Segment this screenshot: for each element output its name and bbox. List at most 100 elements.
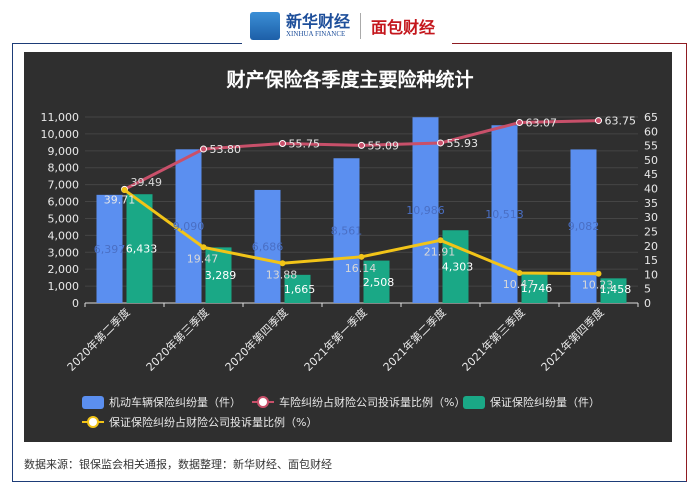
line-point bbox=[595, 270, 602, 277]
bar bbox=[491, 125, 518, 303]
y-right-tick-label: 15 bbox=[644, 254, 658, 267]
line-data-label: 19.47 bbox=[187, 252, 219, 265]
line-data-label: 10.47 bbox=[503, 278, 535, 291]
line-data-label: 55.75 bbox=[289, 137, 321, 150]
bar bbox=[126, 194, 153, 303]
line-data-label: 63.07 bbox=[526, 117, 558, 130]
x-tick-label: 2021年第三季度 bbox=[459, 305, 528, 374]
bar bbox=[412, 117, 439, 303]
line-point bbox=[437, 139, 444, 147]
y-right-tick-label: 20 bbox=[644, 240, 658, 253]
legend-label: 保证保险纠纷量（件） bbox=[490, 395, 600, 409]
y-left-tick-label: 11,000 bbox=[41, 111, 80, 124]
bar-data-label: 9,082 bbox=[568, 220, 600, 233]
line-point bbox=[358, 141, 365, 149]
line-data-label: 21.91 bbox=[424, 245, 456, 258]
bar bbox=[570, 149, 597, 303]
line-point bbox=[358, 253, 365, 260]
y-right-tick-label: 40 bbox=[644, 183, 658, 196]
legend-label: 保证保险纠纷占财险公司投诉量比例（%） bbox=[109, 415, 317, 429]
x-tick-label: 2021年第二季度 bbox=[380, 305, 449, 374]
line-data-label: 16.14 bbox=[345, 262, 377, 275]
bar-data-label: 10,513 bbox=[485, 208, 524, 221]
legend-swatch bbox=[463, 396, 485, 409]
y-right-tick-label: 45 bbox=[644, 168, 658, 181]
x-tick-label: 2021年第四季度 bbox=[538, 305, 607, 374]
bar-data-label: 6,397 bbox=[94, 243, 126, 256]
bar-data-label: 1,458 bbox=[600, 283, 632, 296]
bar bbox=[284, 274, 311, 303]
bar-data-label: 9,090 bbox=[173, 220, 205, 233]
y-left-tick-label: 5,000 bbox=[48, 212, 80, 225]
y-right-tick-label: 25 bbox=[644, 225, 658, 238]
y-left-tick-label: 3,000 bbox=[48, 246, 80, 259]
y-left-tick-label: 6,000 bbox=[48, 196, 80, 209]
line-data-label: 39.49 bbox=[131, 176, 163, 189]
frame-line bbox=[452, 43, 686, 44]
x-tick-label: 2020年第三季度 bbox=[143, 305, 212, 374]
line-point bbox=[516, 270, 523, 277]
line-point bbox=[595, 117, 602, 125]
bar-data-label: 6,686 bbox=[252, 240, 284, 253]
x-tick-label: 2020年第四季度 bbox=[222, 305, 291, 374]
line-data-label: 10.23 bbox=[582, 279, 614, 292]
legend-marker bbox=[257, 396, 269, 408]
line-point bbox=[200, 244, 207, 251]
y-right-tick-label: 55 bbox=[644, 140, 658, 153]
x-tick-label: 2020年第二季度 bbox=[64, 305, 133, 374]
y-left-tick-label: 8,000 bbox=[48, 162, 80, 175]
logo-text-2: 面包财经 bbox=[371, 18, 436, 37]
bar bbox=[205, 247, 232, 303]
line-point bbox=[437, 237, 444, 244]
bar-data-label: 2,508 bbox=[363, 276, 395, 289]
x-tick-label: 2021年第一季度 bbox=[301, 305, 370, 374]
line-data-label: 13.88 bbox=[266, 268, 298, 281]
bar-data-label: 8,561 bbox=[331, 225, 363, 238]
y-left-tick-label: 9,000 bbox=[48, 145, 80, 158]
frame-line bbox=[12, 43, 242, 44]
line-point bbox=[121, 186, 128, 193]
line-point bbox=[200, 145, 207, 153]
bar bbox=[254, 189, 281, 303]
bar bbox=[175, 149, 202, 303]
logo-text-en: XINHUA FINANCE bbox=[286, 30, 346, 38]
bar bbox=[333, 158, 360, 303]
y-left-tick-label: 1,000 bbox=[48, 280, 80, 293]
y-right-tick-label: 10 bbox=[644, 268, 658, 281]
y-left-tick-label: 7,000 bbox=[48, 179, 80, 192]
line-data-label: 53.80 bbox=[210, 143, 242, 156]
bar-data-label: 10,986 bbox=[406, 204, 445, 217]
y-left-tick-label: 4,000 bbox=[48, 229, 80, 242]
line-data-label: 63.75 bbox=[605, 115, 637, 128]
y-right-tick-label: 30 bbox=[644, 211, 658, 224]
chart-title: 财产保险各季度主要险种统计 bbox=[226, 68, 473, 91]
y-right-tick-label: 0 bbox=[644, 297, 651, 310]
bar bbox=[96, 194, 123, 303]
y-right-tick-label: 50 bbox=[644, 154, 658, 167]
divider bbox=[360, 13, 362, 39]
legend-label: 机动车辆保险纠纷量（件） bbox=[109, 395, 241, 409]
bar-data-label: 3,289 bbox=[205, 269, 237, 282]
y-right-tick-label: 5 bbox=[644, 283, 651, 296]
y-right-tick-label: 60 bbox=[644, 125, 658, 138]
y-left-tick-label: 0 bbox=[72, 297, 79, 310]
legend-label: 车险纠纷占财险公司投诉量比例（%） bbox=[279, 395, 465, 409]
logo: 新华财经 XINHUA FINANCE 面包财经 bbox=[250, 12, 435, 40]
outer-frame bbox=[12, 43, 687, 482]
source-note: 数据来源：银保监会相关通报，数据整理：新华财经、面包财经 bbox=[24, 458, 332, 471]
bar bbox=[600, 278, 627, 303]
bar-data-label: 4,303 bbox=[442, 261, 474, 274]
line-point bbox=[516, 119, 523, 127]
line-point bbox=[279, 139, 286, 147]
y-left-tick-label: 10,000 bbox=[41, 128, 80, 141]
bar bbox=[363, 260, 390, 303]
xinhua-logo-icon bbox=[250, 12, 280, 40]
logo-text: 新华财经 bbox=[286, 12, 351, 31]
y-right-tick-label: 65 bbox=[644, 111, 658, 124]
y-left-tick-label: 2,000 bbox=[48, 263, 80, 276]
bar-data-label: 1,665 bbox=[284, 283, 316, 296]
bar bbox=[521, 273, 548, 303]
bar-data-label: 1,746 bbox=[521, 282, 553, 295]
legend-swatch bbox=[82, 396, 104, 409]
